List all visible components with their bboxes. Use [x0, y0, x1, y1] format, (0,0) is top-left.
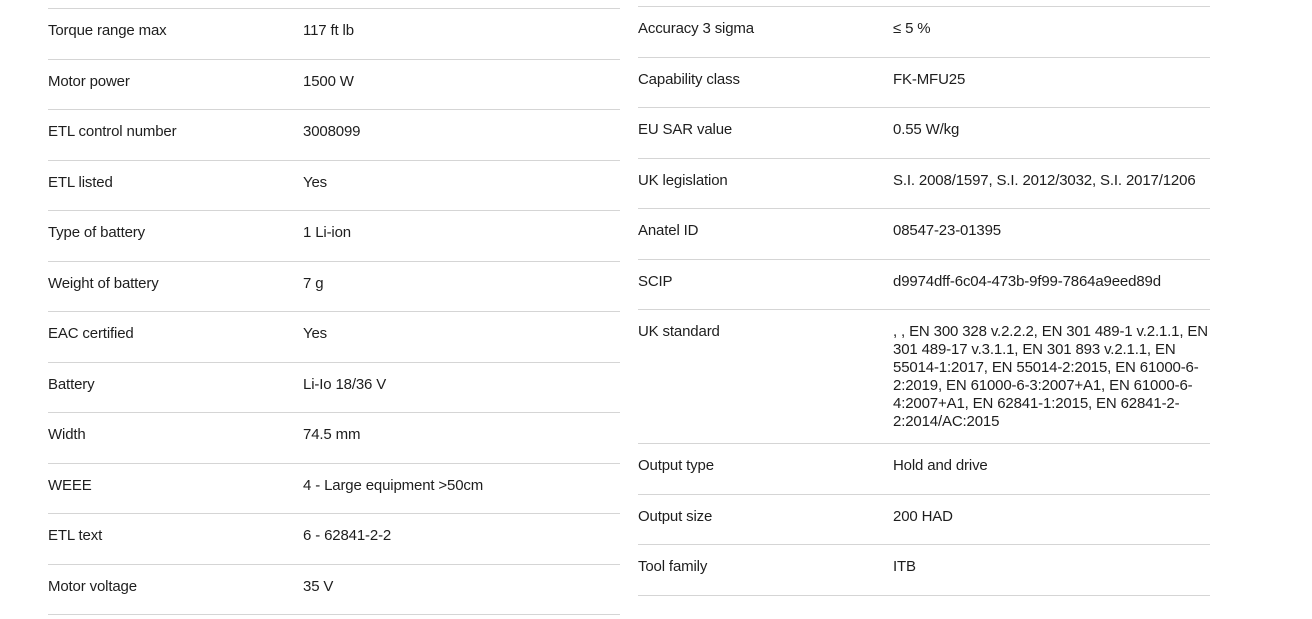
spec-value: 200 HAD	[893, 507, 953, 525]
spec-label: ETL text	[48, 527, 103, 544]
spec-row: WEEE 4 - Large equipment >50cm	[48, 462, 620, 514]
spec-label: Torque range max	[48, 22, 167, 39]
spec-value: 1500 W	[303, 72, 354, 90]
spec-label: UK legislation	[638, 171, 728, 189]
spec-row: ETL text 6 - 62841-2-2	[48, 513, 620, 564]
spec-value: , , EN 300 328 v.2.2.2, EN 301 489-1 v.2…	[893, 323, 1208, 430]
spec-label: Motor power	[48, 72, 130, 90]
spec-row: Output size 200 HAD	[638, 493, 1210, 545]
spec-row: SCIP d9974dff-6c04-473b-9f99-7864a9eed89d	[638, 258, 1210, 310]
spec-table-right: Accuracy 3 sigma ≤ 5 % Capability class FK-…	[638, 6, 1210, 596]
spec-row: Output type Hold and drive	[638, 443, 1210, 494]
spec-row: Weight of battery 7 g	[48, 260, 620, 312]
spec-label: Anatel ID	[638, 222, 699, 239]
spec-value: Yes	[303, 325, 328, 342]
spec-value: Yes	[303, 173, 328, 191]
spec-label: Width	[48, 426, 86, 443]
spec-row: Torque range max 117 ft lb	[48, 8, 620, 59]
spec-row: Accuracy 3 sigma ≤ 5 %	[638, 6, 1210, 57]
spec-value: 3008099	[303, 123, 361, 140]
spec-row: ETL listed Yes	[48, 159, 620, 211]
spec-label: Output type	[638, 457, 714, 474]
spec-label: Tool family	[638, 558, 708, 575]
spec-label: Motor voltage	[48, 577, 137, 595]
spec-label: Weight of battery	[48, 274, 159, 292]
spec-value: 74.5 mm	[303, 426, 361, 443]
spec-label: ETL listed	[48, 173, 113, 191]
spec-label: WEEE	[48, 476, 92, 494]
spec-value: 117 ft lb	[303, 22, 354, 39]
spec-label: Capability class	[638, 70, 740, 88]
spec-row: Motor voltage 35 V	[48, 563, 620, 615]
spec-value: ITB	[893, 558, 916, 575]
spec-value: 6 - 62841-2-2	[303, 527, 392, 544]
spec-value: Li-Io 18/36 V	[303, 375, 387, 393]
spec-value: 08547-23-01395	[893, 222, 1001, 239]
spec-row: Capability class FK-MFU25	[638, 56, 1210, 108]
spec-label: Accuracy 3 sigma	[638, 20, 754, 37]
spec-label: ETL control number	[48, 123, 177, 140]
spec-value: FK-MFU25	[893, 70, 966, 88]
spec-value: S.I. 2008/1597, S.I. 2012/3032, S.I. 201…	[893, 171, 1196, 189]
spec-row: EAC certified Yes	[48, 311, 620, 362]
spec-row: UK legislation S.I. 2008/1597, S.I. 2012/…	[638, 157, 1210, 209]
spec-value: d9974dff-6c04-473b-9f99-7864a9eed89d	[893, 272, 1161, 290]
spec-label: Type of battery	[48, 224, 145, 241]
spec-label: SCIP	[638, 272, 673, 290]
spec-value: 0.55 W/kg	[893, 121, 960, 138]
spec-label: EU SAR value	[638, 121, 733, 138]
spec-label: Output size	[638, 507, 713, 525]
spec-value: 7 g	[303, 274, 324, 292]
spec-row: Battery Li-Io 18/36 V	[48, 361, 620, 413]
spec-row: UK standard , , EN 300 328 v.2.2.2, EN 30…	[638, 309, 1210, 443]
spec-table-left: Torque range max 117 ft lb Motor power 1500…	[48, 8, 620, 615]
spec-value: Hold and drive	[893, 457, 988, 474]
spec-row: Motor power 1500 W	[48, 58, 620, 110]
spec-row: EU SAR value 0.55 W/kg	[638, 107, 1210, 158]
spec-row: Width 74.5 mm	[48, 412, 620, 463]
spec-value: ≤ 5 %	[893, 20, 931, 37]
spec-value: 4 - Large equipment >50cm	[303, 476, 484, 494]
spec-label: EAC certified	[48, 325, 134, 342]
spec-value: 1 Li-ion	[303, 224, 351, 241]
spec-row: ETL control number 3008099	[48, 109, 620, 160]
spec-row: Anatel ID 08547-23-01395	[638, 208, 1210, 259]
spec-value: 35 V	[303, 577, 334, 595]
spec-label: Battery	[48, 375, 95, 393]
spec-label: UK standard	[638, 323, 720, 340]
spec-row: Type of battery 1 Li-ion	[48, 210, 620, 261]
spec-row: Tool family ITB	[638, 544, 1210, 595]
